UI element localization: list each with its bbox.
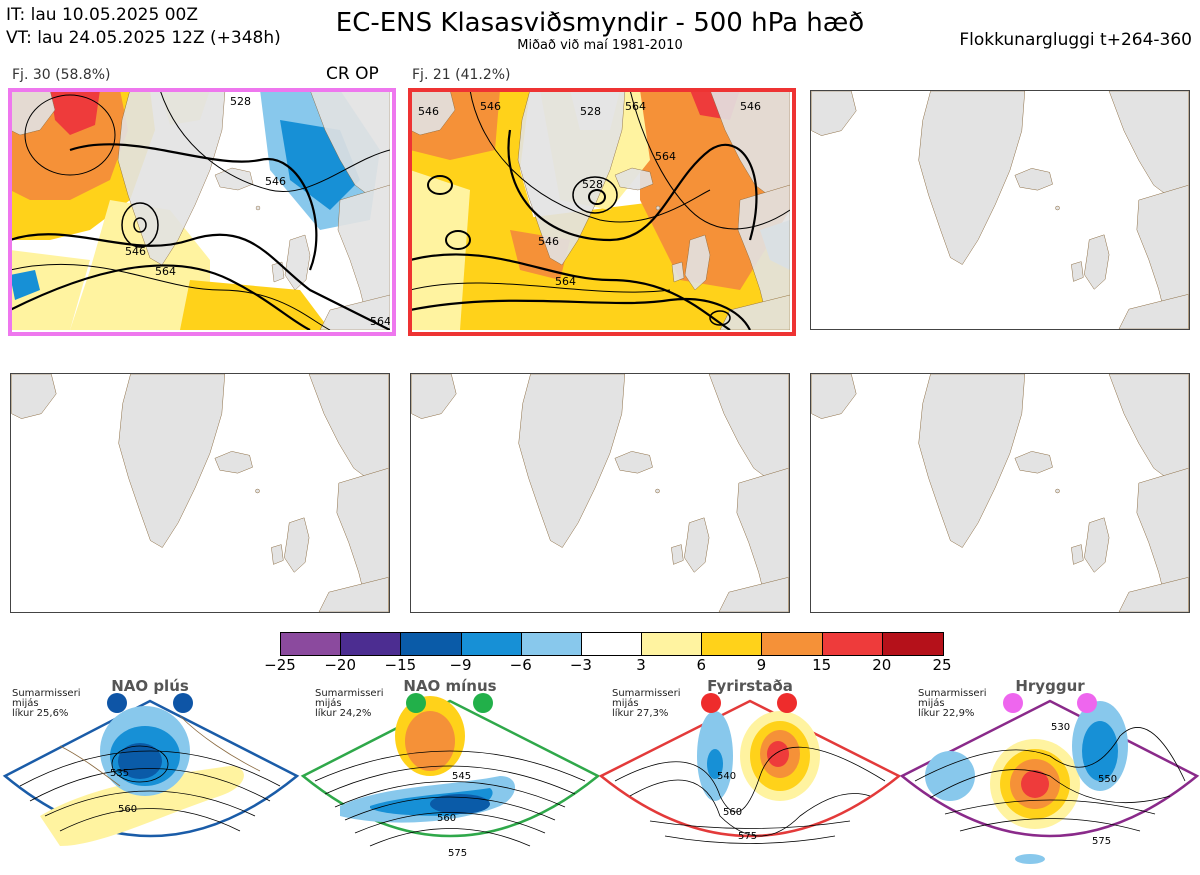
regime-nao-minus xyxy=(300,693,601,847)
panel-2-contour-label: 564 xyxy=(625,100,646,113)
colorbar-swatch xyxy=(281,633,342,655)
colorbar-tick-label: 15 xyxy=(812,656,832,674)
panel-2-caption: Fj. 21 (41.2%) xyxy=(412,67,511,83)
regime-3-label: 575 xyxy=(738,831,758,842)
panel-1-contour-label: 546 xyxy=(125,245,146,258)
cluster-panel-3 xyxy=(810,90,1190,330)
panel-2-border xyxy=(408,88,796,336)
panel-2-contour-label: 546 xyxy=(740,100,761,113)
panel-2-contour-label: 546 xyxy=(538,235,559,248)
regime-1-line1: Sumarmisseri xyxy=(12,688,81,699)
regime-2-label: 545 xyxy=(452,771,472,782)
regime-ridge xyxy=(899,693,1200,864)
regime-2-label: 575 xyxy=(448,848,468,859)
initial-time: IT: lau 10.05.2025 00Z xyxy=(6,5,198,25)
panel-1-contour-label: 528 xyxy=(230,95,251,108)
regime-2-note: Sumarmisseri mijás líkur 24,2% xyxy=(315,689,383,719)
regime-nao-plus xyxy=(2,693,300,846)
regime-2-line3: líkur 24,2% xyxy=(315,708,372,719)
cluster-panel-5 xyxy=(410,373,790,613)
regime-4-label: 575 xyxy=(1092,836,1112,847)
chart-subtitle: Miðað við maí 1981-2010 xyxy=(517,38,683,53)
panel-2-contour-label: 528 xyxy=(580,105,601,118)
regime-strip xyxy=(0,676,1200,871)
regime-1-line2: mijás xyxy=(12,698,39,709)
colorbar-swatch xyxy=(882,633,943,655)
panel-1-contour-label: 546 xyxy=(265,175,286,188)
panel-2-contour-label: 564 xyxy=(655,150,676,163)
panel-1-tag: CR OP xyxy=(326,64,379,84)
colorbar-swatch xyxy=(521,633,582,655)
panel-1-border xyxy=(8,88,396,336)
valid-time: VT: lau 24.05.2025 12Z (+348h) xyxy=(6,28,281,48)
regime-4-line3: líkur 22,9% xyxy=(918,708,975,719)
colorbar-labels: −25 −20 −15 −9 −6 −3 3 6 9 15 20 25 xyxy=(240,656,980,676)
regime-4-label: 530 xyxy=(1051,722,1071,733)
panel-2-contour-label: 546 xyxy=(480,100,501,113)
colorbar-tick-label: −25 xyxy=(264,656,296,674)
regime-blocking xyxy=(598,693,902,844)
chart-title: EC-ENS Klasasviðsmyndir - 500 hPa hæð xyxy=(335,8,865,38)
colorbar-tick-label: 9 xyxy=(756,656,767,674)
colorbar-tick-label: 25 xyxy=(932,656,952,674)
colorbar-tick-label: −3 xyxy=(569,656,592,674)
regime-2-line2: mijás xyxy=(315,698,342,709)
regime-1-line3: líkur 25,6% xyxy=(12,708,69,719)
regime-1-title: NAO plús xyxy=(111,677,189,695)
regime-3-line3: líkur 27,3% xyxy=(612,708,669,719)
cluster-panel-1: 528 546 546 564 564 xyxy=(10,90,390,330)
regime-1-label: 560 xyxy=(118,804,138,815)
colorbar-swatch xyxy=(581,633,643,655)
regime-3-line2: mijás xyxy=(612,698,639,709)
regime-3-title: Fyrirstaða xyxy=(707,677,793,695)
colorbar-tick-label: 6 xyxy=(696,656,707,674)
regime-1-label: 535 xyxy=(110,768,130,779)
panel-1-contour-label: 564 xyxy=(155,265,176,278)
colorbar-swatch xyxy=(702,633,763,655)
colorbar-tick-label: −20 xyxy=(324,656,356,674)
panel-1-caption: Fj. 30 (58.8%) xyxy=(12,67,111,83)
colorbar-swatch xyxy=(762,633,823,655)
colorbar-swatch xyxy=(642,633,703,655)
regime-3-note: Sumarmisseri mijás líkur 27,3% xyxy=(612,689,680,719)
regime-4-title: Hryggur xyxy=(1015,677,1085,695)
colorbar-swatch xyxy=(341,633,402,655)
cluster-panel-2: 546 528 546 564 528 546 564 546 564 xyxy=(410,90,790,330)
regime-1-note: Sumarmisseri mijás líkur 25,6% xyxy=(12,689,80,719)
regime-2-label: 560 xyxy=(437,813,457,824)
regime-4-line2: mijás xyxy=(918,698,945,709)
colorbar xyxy=(280,632,944,656)
colorbar-tick-label: −9 xyxy=(449,656,472,674)
regime-4-label: 550 xyxy=(1098,774,1118,785)
colorbar-swatch xyxy=(461,633,522,655)
panel-2-contour-label: 528 xyxy=(582,178,603,191)
run-info: IT: lau 10.05.2025 00Z VT: lau 24.05.202… xyxy=(6,4,281,50)
cluster-panel-6 xyxy=(810,373,1190,613)
panel-2-contour-label: 564 xyxy=(555,275,576,288)
colorbar-tick-label: −15 xyxy=(384,656,417,674)
colorbar-tick-label: 3 xyxy=(636,656,646,674)
colorbar-tick-label: 20 xyxy=(872,656,892,674)
colorbar-swatch xyxy=(401,633,462,655)
panel-1-contour-label: 564 xyxy=(370,315,390,328)
cluster-panel-4 xyxy=(10,373,390,613)
regime-4-line1: Sumarmisseri xyxy=(918,688,987,699)
colorbar-swatch xyxy=(822,633,883,655)
regime-3-line1: Sumarmisseri xyxy=(612,688,681,699)
regime-2-line1: Sumarmisseri xyxy=(315,688,384,699)
regime-3-label: 540 xyxy=(717,771,737,782)
regime-2-title: NAO mínus xyxy=(403,677,497,695)
regime-3-label: 560 xyxy=(723,807,743,818)
colorbar-tick-label: −6 xyxy=(509,656,532,674)
panel-2-contour-label: 546 xyxy=(418,105,439,118)
classification-window: Flokkunargluggi t+264-360 xyxy=(959,30,1192,50)
regime-4-note: Sumarmisseri mijás líkur 22,9% xyxy=(918,689,986,719)
